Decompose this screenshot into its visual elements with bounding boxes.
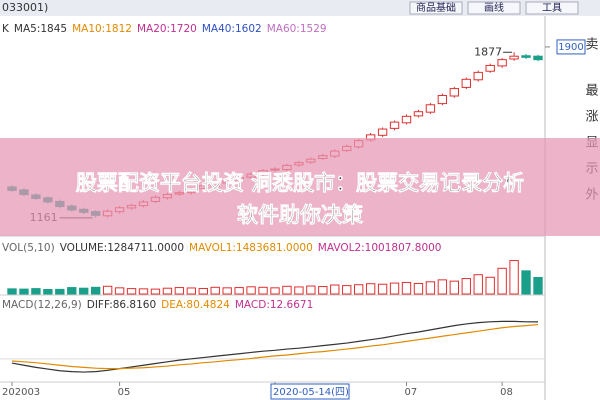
side-label: 卖	[585, 38, 598, 53]
volume-bar	[138, 288, 149, 295]
volume-bar	[425, 281, 436, 295]
candle-body	[437, 95, 448, 105]
volume-bar	[210, 286, 220, 295]
volume-bar	[413, 282, 424, 295]
candle-body	[533, 55, 543, 61]
legend-item: MAVOL2:1001807.8000	[318, 242, 442, 254]
legend-item: MA20:1720	[137, 23, 197, 35]
high-annotation: 1877	[474, 45, 502, 58]
volume-bar	[234, 287, 244, 295]
volume-bar	[174, 287, 185, 295]
volume-bar	[318, 286, 328, 295]
volume-bar	[377, 283, 388, 295]
candle-body	[389, 121, 400, 129]
menu-button[interactable]	[525, 1, 579, 15]
volume-bar	[198, 287, 208, 295]
candle-body	[413, 111, 424, 117]
legend-item: MACD:12.6671	[235, 299, 313, 311]
volume-bar	[67, 287, 77, 295]
candle-body	[425, 104, 436, 113]
candle-body	[377, 128, 388, 136]
x-tick-label: 07	[405, 387, 418, 398]
volume-bar	[389, 282, 400, 295]
legend-item: VOLUME:1284711.0000	[60, 242, 184, 254]
x-tick-label: 08	[500, 387, 513, 398]
candle-body	[473, 71, 483, 81]
x-tick-label: 2020-05-14(四)	[273, 387, 349, 398]
volume-bar	[342, 285, 352, 295]
side-label: 最	[585, 84, 598, 99]
legend-item: MAVOL1:1483681.0000	[189, 242, 313, 254]
volume-bar	[162, 287, 173, 295]
legend-item: MA10:1812	[72, 23, 132, 35]
x-tick-label: 05	[118, 387, 131, 398]
legend-item: MA60:1529	[267, 23, 327, 35]
banner	[0, 138, 600, 236]
volume-bar	[353, 284, 364, 295]
volume-bar	[90, 286, 101, 295]
volume-bar	[437, 279, 448, 295]
candle-body	[461, 78, 471, 88]
candle-body	[497, 59, 507, 67]
volume-bar	[270, 287, 280, 295]
candle-body	[485, 64, 495, 72]
macd-line	[11, 323, 539, 370]
macd-line	[11, 320, 539, 373]
volume-bar	[473, 274, 483, 295]
side-label: 涨	[585, 110, 598, 125]
volume-bar	[19, 288, 29, 295]
banner-line: 股票配资平台投资 洞悉股市：股票交易记录分析	[76, 171, 524, 195]
volume-bar	[461, 278, 471, 295]
volume-bar	[31, 288, 41, 295]
volume-bar	[306, 285, 316, 295]
volume-bar	[485, 276, 495, 295]
y-tick-label: 1900	[558, 42, 583, 53]
x-cursor-box	[270, 383, 350, 400]
legend-item: VOL(5,10)	[2, 242, 55, 254]
volume-bar	[365, 283, 376, 295]
menu-button-label: 画线	[484, 1, 504, 14]
candle-body	[509, 55, 519, 60]
banner-line: 软件助你决策	[237, 203, 364, 227]
candle-body	[401, 115, 412, 124]
volume-bar	[282, 285, 292, 295]
volume-bar	[294, 286, 304, 295]
volume-bar	[186, 287, 197, 295]
volume-bar	[449, 280, 460, 295]
volume-bar	[246, 286, 256, 295]
volume-bar	[509, 260, 519, 295]
legend-item: K	[2, 23, 10, 35]
volume-bar	[222, 287, 232, 295]
legend-item: MA5:1845	[14, 23, 67, 35]
volume-bar	[102, 285, 113, 295]
volume-bar	[150, 288, 161, 295]
stock-code: 033001)	[2, 1, 48, 14]
legend-item: MA40:1602	[202, 23, 262, 35]
x-tick-label: 202003	[2, 387, 40, 398]
menu-button-label: 工具	[542, 2, 562, 14]
volume-bar	[521, 270, 531, 295]
volume-bar	[79, 287, 89, 295]
volume-bar	[330, 284, 340, 295]
candle-body	[449, 88, 460, 97]
volume-bar	[497, 267, 507, 295]
volume-bar	[7, 288, 17, 295]
menu-button-label: 商品基础	[416, 1, 456, 14]
y-tick-box	[556, 39, 586, 55]
legend-item: MACD(12,26,9)	[2, 299, 82, 311]
menu-button[interactable]	[409, 1, 463, 15]
volume-bar	[401, 281, 412, 295]
legend-item: DEA:80.4824	[161, 299, 230, 311]
candle-body	[521, 55, 531, 58]
menu-button[interactable]	[467, 1, 521, 15]
volume-bar	[55, 288, 65, 295]
volume-bar	[126, 288, 137, 295]
legend-item: DIFF:86.8160	[87, 299, 156, 311]
volume-bar	[533, 276, 543, 295]
volume-bar	[258, 286, 268, 295]
volume-bar	[43, 289, 53, 295]
volume-bar	[114, 287, 125, 295]
